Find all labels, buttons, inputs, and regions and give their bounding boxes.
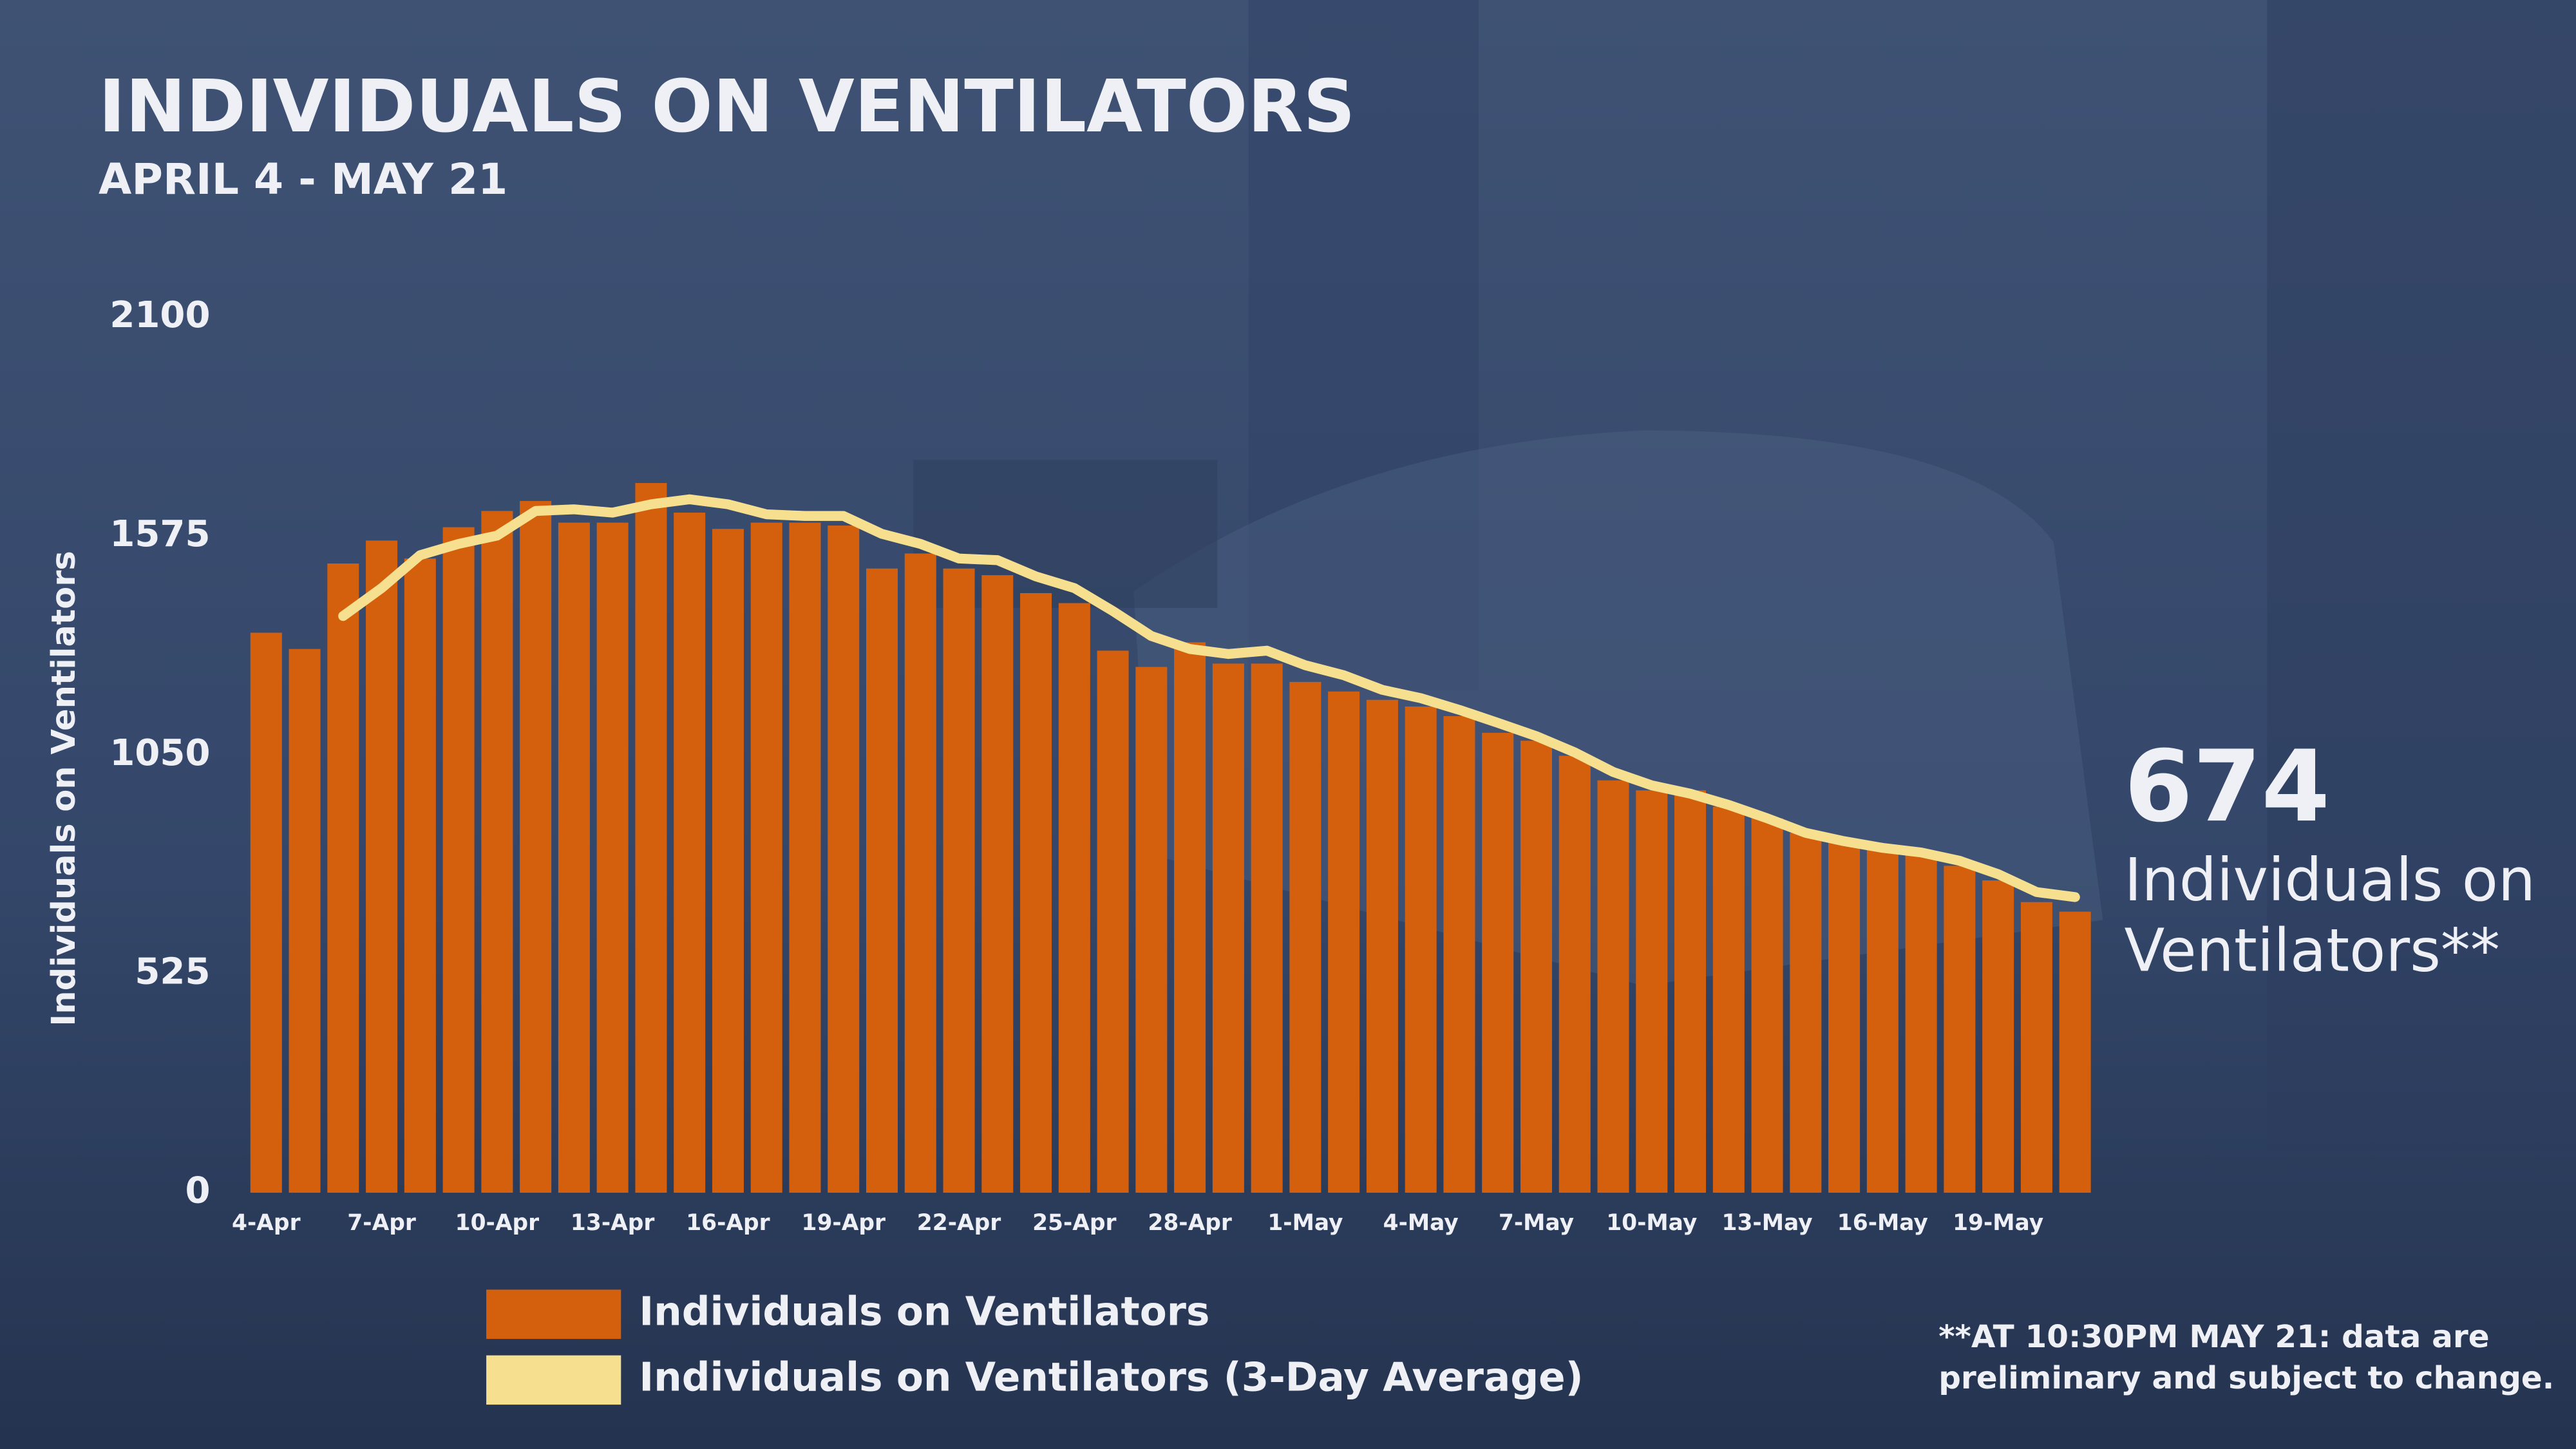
bar [789,522,821,1193]
bar [1366,699,1398,1193]
legend-swatch [486,1289,621,1340]
bar [404,558,436,1193]
bar [712,529,744,1193]
bar [1558,755,1591,1193]
legend-label: Individuals on Ventilators (3-Day Averag… [639,1354,1583,1400]
bar [1020,592,1052,1193]
x-tick-label: 4-Apr [232,1210,301,1236]
y-axis-label: Individuals on Ventilators [45,551,83,1026]
bar [1636,790,1668,1193]
bar [1289,681,1321,1193]
bar [674,513,706,1193]
curtain [1248,0,1479,690]
bar [1790,833,1822,1193]
bar [1520,741,1552,1193]
y-tick-label: 525 [135,951,210,993]
x-tick-label: 13-May [1722,1210,1813,1236]
x-tick-label: 10-Apr [455,1210,539,1236]
callout-label: Individuals on [2124,846,2535,914]
bar [1944,866,1976,1193]
bar [1828,841,1861,1193]
bar [1443,715,1475,1193]
legend-label: Individuals on Ventilators [639,1289,1209,1334]
bar [558,522,590,1193]
footnote: preliminary and subject to change. [1938,1360,2554,1396]
bar [635,483,667,1193]
bar [1405,706,1437,1193]
bar [828,526,860,1193]
callout-label: Ventilators** [2124,916,2499,985]
bar [442,527,475,1193]
x-tick-label: 13-Apr [571,1210,654,1236]
chart-subtitle: APRIL 4 - MAY 21 [99,154,507,204]
y-tick-label: 2100 [109,294,210,336]
x-tick-label: 19-May [1953,1210,2043,1236]
bar [1905,852,1937,1193]
legend-swatch [486,1355,621,1405]
x-tick-label: 16-Apr [686,1210,770,1236]
x-tick-label: 1-May [1267,1210,1343,1236]
bar [1058,603,1090,1193]
x-tick-label: 28-Apr [1148,1210,1231,1236]
y-tick-label: 0 [185,1170,210,1212]
bar [1251,663,1283,1193]
bar [2020,902,2052,1193]
curtain [2267,0,2576,1150]
x-tick-label: 7-May [1499,1210,1574,1236]
bar [289,649,321,1193]
x-tick-label: 10-May [1606,1210,1697,1236]
y-tick-label: 1575 [109,513,210,555]
bar [2059,911,2091,1193]
bar [1482,732,1514,1193]
bar [904,553,936,1193]
bar [250,632,282,1193]
bar [1174,642,1206,1193]
bar [1135,667,1168,1193]
x-tick-label: 7-Apr [347,1210,416,1236]
chart-title: INDIVIDUALS ON VENTILATORS [99,65,1355,149]
bar [1982,880,2014,1193]
bar [1597,780,1629,1193]
bar [866,568,898,1193]
bar [520,500,552,1193]
bar [1097,650,1129,1193]
bar [750,522,782,1193]
x-tick-label: 19-Apr [802,1210,886,1236]
bar [1866,848,1899,1193]
x-tick-label: 25-Apr [1032,1210,1116,1236]
x-tick-label: 22-Apr [917,1210,1001,1236]
bar [481,511,513,1193]
bar [366,540,398,1193]
bar [1674,790,1707,1193]
bar [1712,806,1745,1193]
y-tick-label: 1050 [109,732,210,774]
average-line [338,494,2080,902]
bar [1328,691,1360,1193]
bar [1212,663,1244,1193]
x-tick-label: 16-May [1837,1210,1928,1236]
x-tick-label: 4-May [1383,1210,1459,1236]
bar [596,522,629,1193]
callout-value: 674 [2124,730,2329,844]
footnote: **AT 10:30PM MAY 21: data are [1938,1319,2489,1355]
bar [943,568,975,1193]
bar [1751,818,1783,1193]
bar [981,575,1014,1193]
bar [327,564,359,1193]
